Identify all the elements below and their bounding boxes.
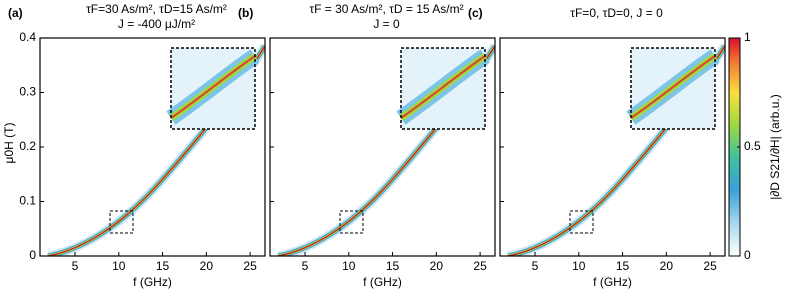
- x-tick-label: 15: [386, 259, 400, 273]
- y-tick-label: 0.4: [19, 30, 36, 44]
- y-tick-label: 0.2: [19, 139, 36, 153]
- x-tick-label: 25: [473, 259, 487, 273]
- panel-title: τF = 30 As/m², τD = 15 As/m²: [309, 2, 463, 16]
- x-tick-label: 10: [112, 259, 126, 273]
- y-tick-label: 0.3: [19, 85, 36, 99]
- colorbar-tick-label: 0: [744, 248, 751, 262]
- x-tick-label: 15: [616, 259, 630, 273]
- x-tick-label: 25: [243, 259, 257, 273]
- panel-title: J = -400 μJ/m²: [118, 17, 195, 31]
- x-axis-label: f (GHz): [593, 275, 632, 289]
- y-tick-label: 0: [29, 248, 36, 262]
- panel-label: (a): [8, 6, 23, 20]
- x-tick-label: 15: [156, 259, 170, 273]
- panel-title: τF=0, τD=0, J = 0: [570, 6, 663, 20]
- panel-title: J = 0: [373, 17, 400, 31]
- y-tick-label: 0.1: [19, 194, 36, 208]
- colorbar-label: |∂D S21/∂H| (arb.u.): [768, 94, 782, 199]
- panel-label: (b): [238, 6, 253, 20]
- x-tick-label: 5: [532, 259, 539, 273]
- x-axis-label: f (GHz): [363, 275, 402, 289]
- colorbar-tick-label: 0.5: [744, 139, 761, 153]
- x-tick-label: 10: [342, 259, 356, 273]
- x-axis-label: f (GHz): [133, 275, 172, 289]
- x-tick-label: 20: [660, 259, 674, 273]
- x-tick-label: 5: [72, 259, 79, 273]
- x-tick-label: 25: [703, 259, 717, 273]
- x-tick-label: 20: [200, 259, 214, 273]
- y-axis-label: μ0H (T): [2, 123, 16, 164]
- x-tick-label: 10: [572, 259, 586, 273]
- x-tick-label: 20: [430, 259, 444, 273]
- colorbar-tick-label: 1: [744, 30, 751, 44]
- x-tick-label: 5: [302, 259, 309, 273]
- panel-title: τF=30 As/m², τD=15 As/m²: [86, 2, 227, 16]
- panel-label: (c): [468, 6, 483, 20]
